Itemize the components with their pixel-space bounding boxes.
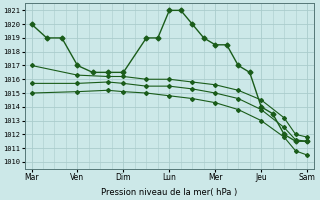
X-axis label: Pression niveau de la mer( hPa ): Pression niveau de la mer( hPa ): [101, 188, 237, 197]
